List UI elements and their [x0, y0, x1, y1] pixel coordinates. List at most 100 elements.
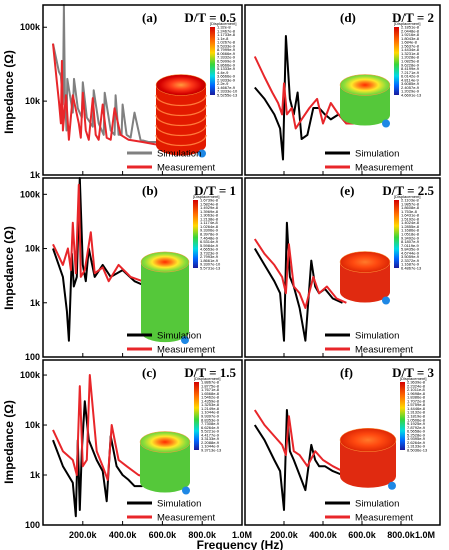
panel-title-3: (c) D/T = 1.5 — [142, 365, 237, 380]
cylinder-top — [139, 431, 191, 453]
colorbar-label: 3.7323e-9 — [200, 250, 219, 255]
colorbar-label: 4.6691e-13 — [401, 93, 422, 98]
colorbar-title: [Displacement] — [193, 194, 219, 199]
colorbar-label: 3.6666e-9 — [217, 74, 236, 79]
plot-frame-4 — [244, 4, 441, 176]
y-axis-title-3: Impedance (Ω) — [2, 400, 16, 484]
cylinder-body — [340, 85, 390, 126]
cylinder-band — [155, 114, 207, 127]
legend-label-simulation: Simulation — [157, 499, 201, 510]
y-tick-label: 100k — [20, 189, 41, 199]
x-tick-label-left: 800.0k — [188, 530, 217, 540]
colorbar-label: 4.4177e-9 — [201, 432, 220, 437]
panel-ratio: D/T = 2.5 — [382, 183, 434, 198]
colorbar-label: 4.6653e-9 — [200, 247, 219, 252]
colorbar-label: 1.5462e-8 — [201, 395, 220, 400]
colorbar-label: 8.7999e-9 — [217, 47, 236, 52]
colorbar-label: 2.2e-9 — [217, 81, 229, 86]
measurement-line-3 — [52, 374, 147, 481]
colorbar-label: 1.6739e-8 — [200, 198, 219, 203]
colorbar-label: 1.8608e-8 — [401, 205, 420, 210]
colorbar-label: 1.0518e-8 — [401, 232, 420, 237]
colorbar-label: 8.1807e-9 — [401, 239, 420, 244]
cylinder-top — [339, 251, 391, 273]
colorbar-label: 1.6431e-8 — [401, 213, 420, 218]
panel-letter: (c) — [142, 365, 156, 380]
colorbar-label: 6.5999e-9 — [217, 59, 236, 64]
colorbar-label: 1.8867e-8 — [201, 380, 220, 385]
colorbar-label: 7.4648e-9 — [200, 235, 219, 240]
panel-ratio: D/T = 1 — [194, 183, 236, 198]
simulation-line-2 — [52, 177, 147, 342]
cylinder-band — [155, 104, 207, 117]
colorbar-label: 1.0264e-8 — [200, 224, 219, 229]
colorbar-label: 1.1044e-9 — [201, 444, 220, 449]
cylinder-band — [155, 94, 207, 107]
legend-3: Simulation Measurement — [127, 499, 215, 524]
chart-panel-1: [Displacement]1.32e-81.2467e-81.1733e-81… — [20, 4, 243, 180]
legend-label-measurement: Measurement — [157, 163, 215, 174]
colorbar-title: [Displacement] — [210, 21, 236, 26]
colorbar-label: 2.6264e-9 — [407, 440, 426, 445]
colorbar-label: 5.5221e-9 — [201, 429, 220, 434]
colorbar-label: 1.2149e-8 — [201, 406, 220, 411]
colorbar-label: 1.4359e-8 — [201, 398, 220, 403]
cylinder-body — [140, 442, 190, 493]
x-tick-label-right: 400.0k — [309, 530, 338, 540]
colorbar-label: 1.7072e-8 — [407, 398, 426, 403]
colorbar-label: 2.2088e-9 — [201, 440, 220, 445]
legend-label-simulation: Simulation — [157, 149, 201, 160]
panel-letter: (b) — [142, 183, 158, 198]
colorbar-label: 8.0666e-9 — [217, 51, 236, 56]
x-tick-label-left: 1.0M — [232, 530, 252, 540]
y-tick-label: 1k — [30, 298, 41, 308]
colorbar-label: 4.8114e-9 — [401, 77, 419, 82]
chart-panel-5: [Displacement]2.1103e-81.9857e-81.8608e-… — [244, 177, 441, 358]
cylinder-top — [339, 74, 391, 96]
colorbar-label: 5.1333e-9 — [217, 66, 236, 71]
colorbar-label: 1.32e-8 — [217, 25, 231, 30]
coordinate-triad-icon — [198, 149, 206, 158]
colorbar-gradient — [400, 382, 405, 450]
cylinder-body — [340, 440, 396, 488]
panel-title-6: (f) D/T = 3 — [340, 365, 435, 380]
legend-6: Simulation Measurement — [325, 499, 413, 524]
panel-letter: (f) — [340, 365, 353, 380]
colorbar-label: 9.3492e-9 — [401, 235, 420, 240]
fem-cylinder-inset-6 — [339, 427, 397, 490]
colorbar-label: 9.3713e-13 — [201, 448, 222, 453]
colorbar-gradient — [394, 27, 399, 95]
colorbar-label: 1.8661e-9 — [200, 258, 219, 263]
colorbar-label: 6.6264e-9 — [201, 425, 220, 430]
colorbar-label: 3.5059e-9 — [401, 254, 420, 259]
colorbar-label: 2.0448e-8 — [401, 28, 420, 33]
measurement-line-4 — [253, 56, 355, 130]
colorbar-label: 6.5314e-9 — [200, 239, 219, 244]
colorbar-2: [Displacement]1.6739e-81.5824e-81.4929e-… — [193, 194, 221, 271]
colorbar-gradient — [394, 200, 399, 268]
colorbar-label: 9.5333e-9 — [217, 43, 236, 48]
legend-label-simulation: Simulation — [355, 331, 399, 342]
panel-letter: (e) — [340, 183, 354, 198]
coordinate-triad-icon — [388, 481, 396, 490]
legend-2: Simulation Measurement — [127, 331, 215, 356]
colorbar-title: [Displacement] — [194, 376, 220, 381]
colorbar-label: 2.1103e-8 — [401, 198, 419, 203]
simulation-line-6 — [253, 409, 343, 511]
colorbar-label: 1.9216e-8 — [401, 32, 420, 37]
colorbar-label: 1.0267e-8 — [217, 40, 236, 45]
legend-5: Simulation Measurement — [325, 331, 413, 356]
colorbar-label: 5.8435e-9 — [401, 247, 420, 252]
cylinder-band — [155, 124, 207, 137]
colorbar-label: 1.1687e-9 — [401, 262, 420, 267]
simulation-line-3 — [52, 400, 143, 518]
coordinate-triad-icon — [382, 296, 390, 305]
colorbar-label: 9.3307e-10 — [200, 262, 221, 267]
panel-letter: (a) — [142, 10, 157, 25]
plot-frame-3 — [42, 359, 243, 526]
cylinder-body — [156, 85, 206, 156]
colorbar-label: 9.6228e-9 — [401, 62, 420, 67]
y-tick-label: 1k — [30, 170, 41, 180]
legend-label-measurement: Measurement — [157, 345, 215, 356]
coordinate-triad-icon — [382, 119, 390, 128]
